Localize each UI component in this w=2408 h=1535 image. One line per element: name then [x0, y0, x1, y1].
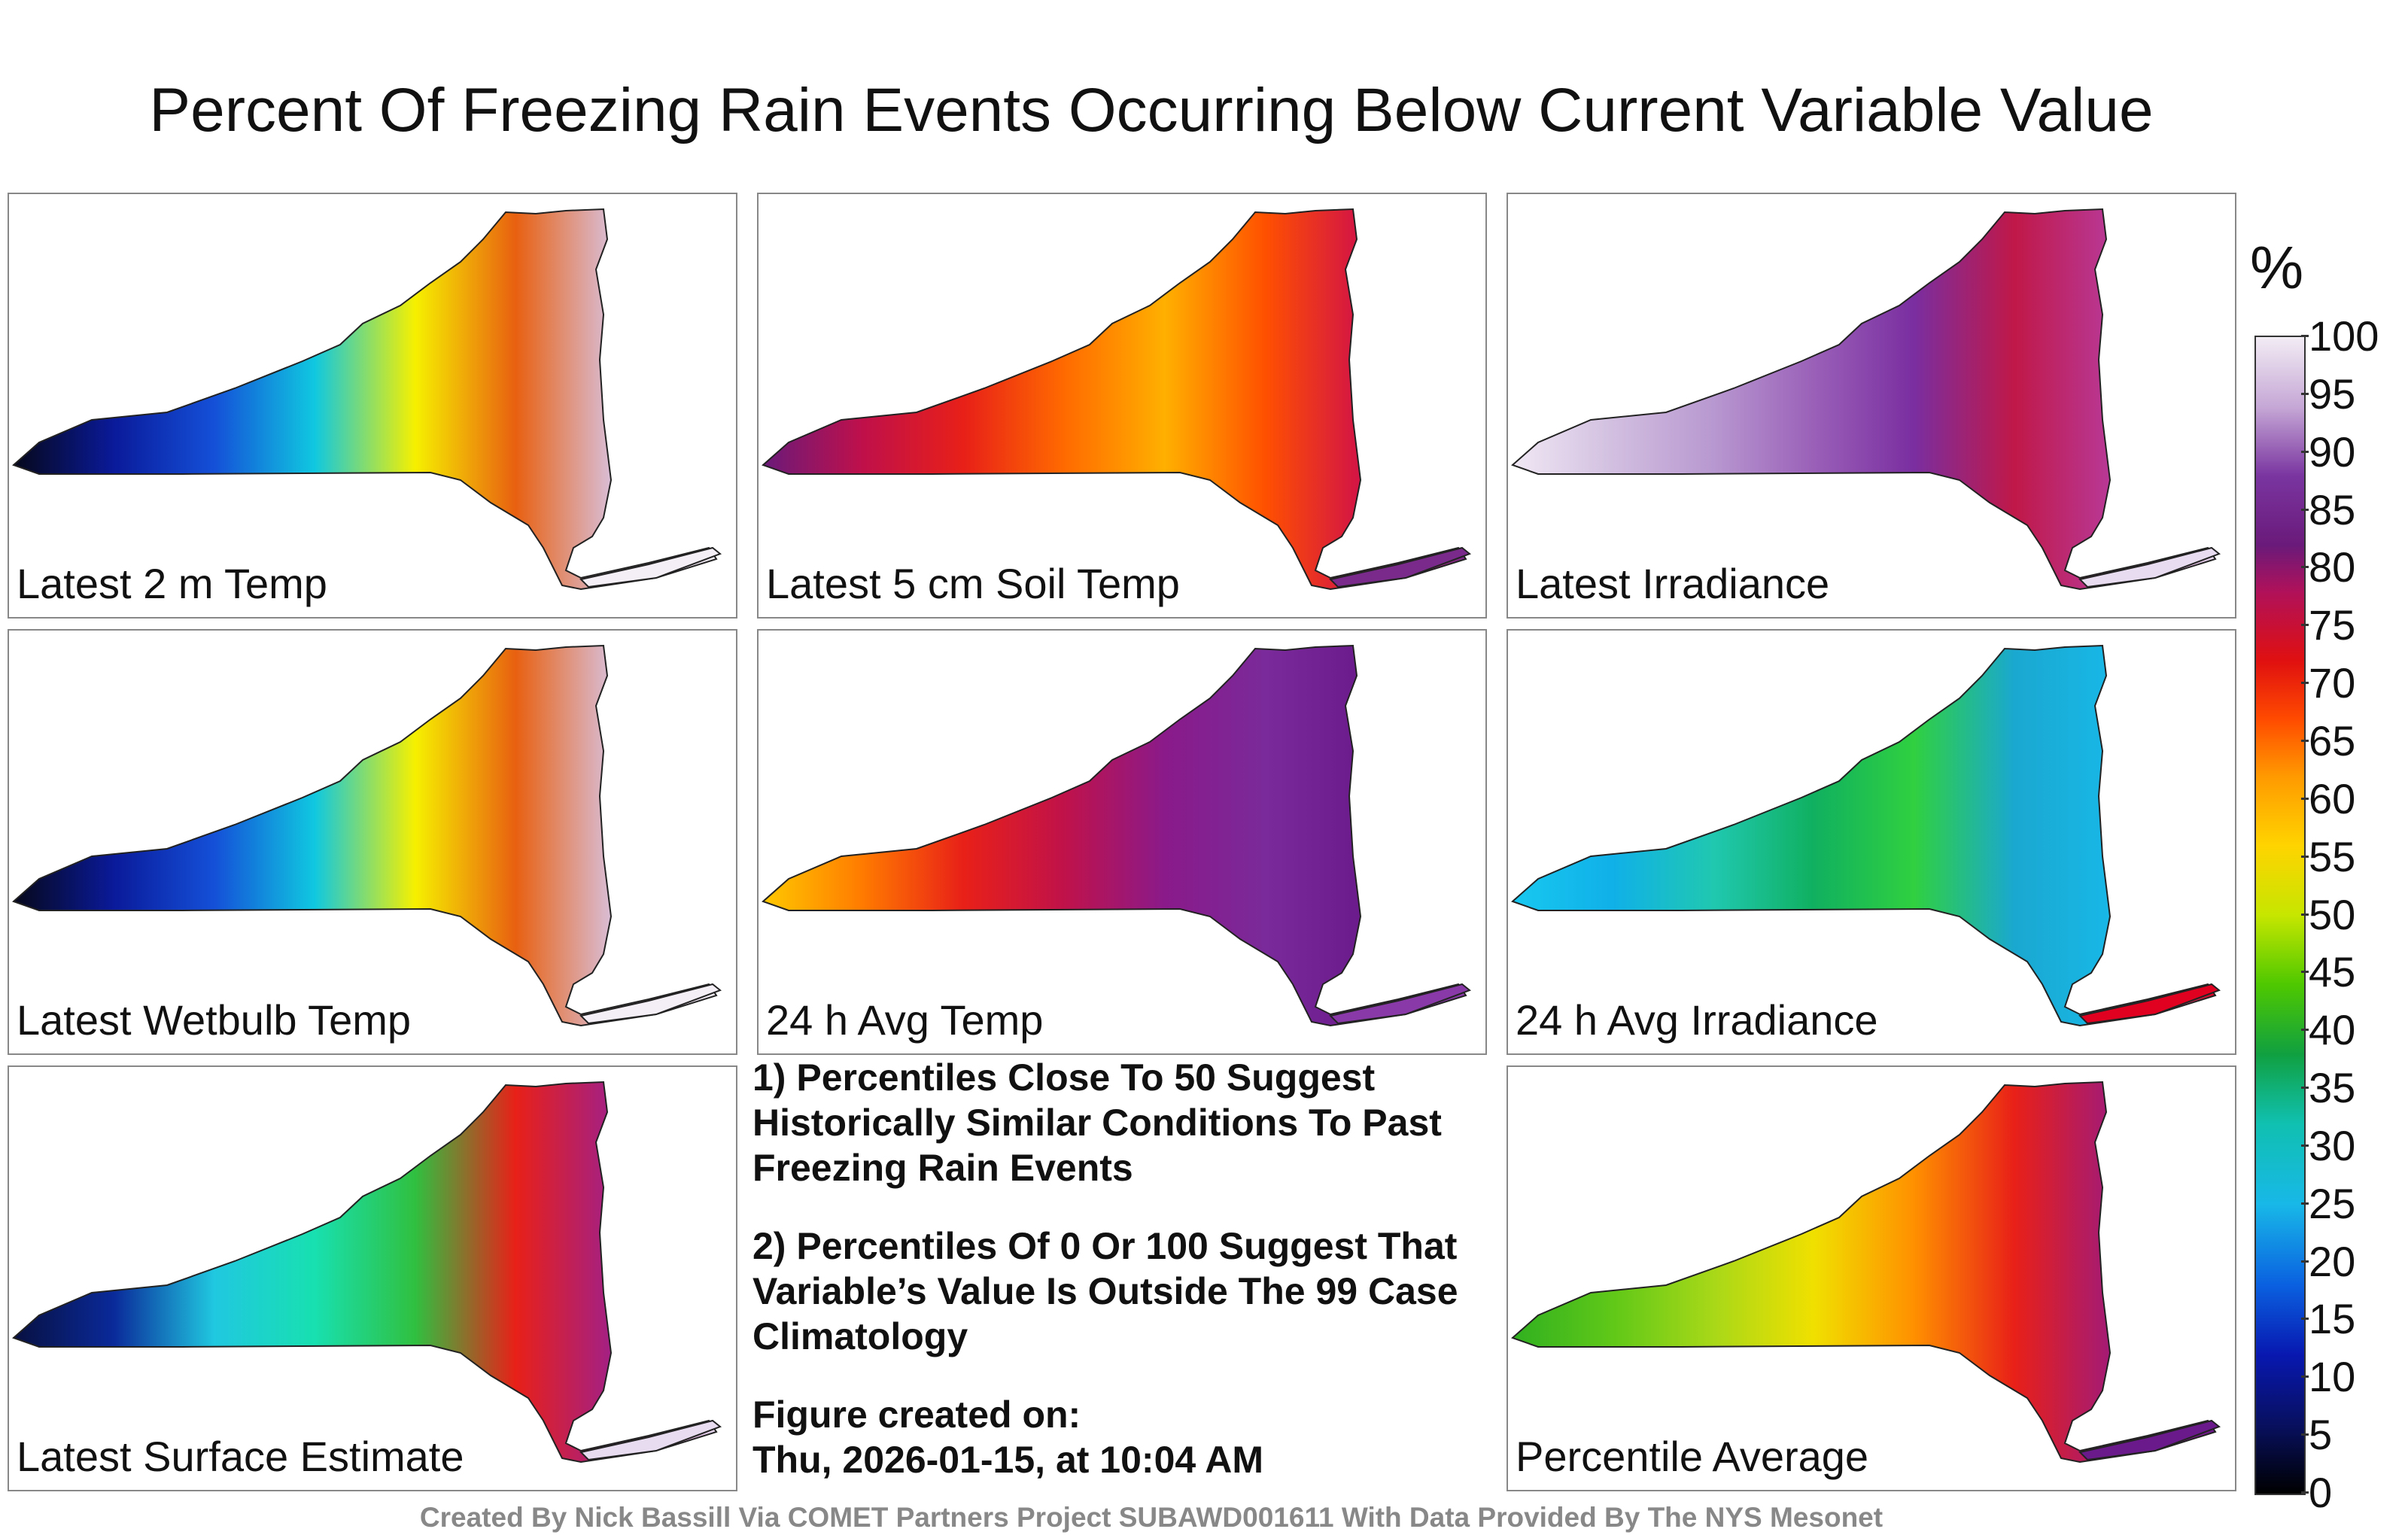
colorbar-tick-mark: [2301, 797, 2309, 800]
map-panel-2m-temp: Latest 2 m Temp: [8, 193, 737, 619]
panel-label: Percentile Average: [1516, 1433, 1869, 1480]
colorbar: [2254, 336, 2306, 1495]
created-label: Figure created on:: [752, 1394, 1081, 1436]
created-value: Thu, 2026-01-15, at 10:04 AM: [752, 1439, 1263, 1481]
colorbar-tick-mark: [2301, 508, 2309, 511]
colorbar-tick-label: 70: [2309, 659, 2356, 707]
colorbar-tick-label: 0: [2309, 1469, 2333, 1516]
map-panel-percentile-average: Percentile Average: [1507, 1065, 2236, 1491]
new-york-state-shape: [1511, 208, 2217, 591]
map-panel-irradiance: Latest Irradiance: [1507, 193, 2236, 619]
colorbar-tick-label: 100: [2309, 312, 2379, 360]
ny-map: [12, 1081, 722, 1464]
new-york-state-shape: [1511, 1081, 2217, 1464]
colorbar-tick-label: 25: [2309, 1179, 2356, 1227]
panel-label: 24 h Avg Irradiance: [1516, 996, 1878, 1044]
map-panel-wetbulb: Latest Wetbulb Temp: [8, 629, 737, 1055]
ny-map: [12, 644, 722, 1027]
notes-block: 1) Percentiles Close To 50 Suggest Histo…: [752, 1055, 1475, 1482]
colorbar-tick-mark: [2301, 682, 2309, 685]
colorbar-tick-mark: [2301, 1318, 2309, 1321]
colorbar-tick-mark: [2301, 739, 2309, 742]
new-york-state-shape: [12, 1081, 718, 1464]
colorbar-tick-label: 55: [2309, 832, 2356, 880]
map-panel-24h-avg-temp: 24 h Avg Temp: [757, 629, 1487, 1055]
note-2: 2) Percentiles Of 0 Or 100 Suggest That …: [752, 1225, 1458, 1357]
colorbar-tick-mark: [2301, 1260, 2309, 1263]
long-island-shape: [2078, 546, 2221, 588]
colorbar-tick-mark: [2301, 566, 2309, 569]
long-island-shape: [579, 546, 722, 588]
colorbar-tick-mark: [2301, 913, 2309, 916]
ny-map: [12, 208, 722, 591]
colorbar-tick-mark: [2301, 1029, 2309, 1032]
map-panel-soil-temp: Latest 5 cm Soil Temp: [757, 193, 1487, 619]
ny-map: [1511, 208, 2221, 591]
colorbar-tick-label: 65: [2309, 716, 2356, 764]
long-island-shape: [2078, 983, 2221, 1025]
colorbar-tick-label: 40: [2309, 1006, 2356, 1054]
new-york-state-shape: [762, 644, 1467, 1027]
colorbar-tick-label: 35: [2309, 1064, 2356, 1112]
long-island-shape: [579, 983, 722, 1025]
colorbar-tick-label: 85: [2309, 485, 2356, 533]
note-1: 1) Percentiles Close To 50 Suggest Histo…: [752, 1056, 1442, 1189]
colorbar-tick-label: 75: [2309, 601, 2356, 649]
colorbar-tick-mark: [2301, 1433, 2309, 1436]
map-panel-surface-estimate: Latest Surface Estimate: [8, 1065, 737, 1491]
panel-label: Latest 2 m Temp: [17, 560, 327, 607]
long-island-shape: [1329, 983, 1471, 1025]
figure-title: Percent Of Freezing Rain Events Occurrin…: [149, 76, 2154, 144]
colorbar-tick-label: 30: [2309, 1121, 2356, 1169]
panel-label: 24 h Avg Temp: [766, 996, 1044, 1044]
panel-label: Latest Wetbulb Temp: [17, 996, 412, 1044]
colorbar-tick-label: 45: [2309, 948, 2356, 996]
colorbar-tick-mark: [2301, 1375, 2309, 1378]
map-panel-24h-avg-irradiance: 24 h Avg Irradiance: [1507, 629, 2236, 1055]
footer-credit: Created By Nick Bassill Via COMET Partne…: [419, 1502, 1884, 1533]
colorbar-tick-mark: [2301, 392, 2309, 395]
colorbar-tick-label: 80: [2309, 543, 2356, 591]
colorbar-tick-label: 95: [2309, 369, 2356, 418]
colorbar-tick-mark: [2301, 1087, 2309, 1090]
colorbar-tick-label: 10: [2309, 1353, 2356, 1401]
ny-map: [1511, 1081, 2221, 1464]
colorbar-tick-label: 5: [2309, 1411, 2333, 1459]
panel-label: Latest Surface Estimate: [17, 1433, 464, 1480]
ny-map: [762, 644, 1471, 1027]
colorbar-tick-label: 60: [2309, 774, 2356, 822]
new-york-state-shape: [1511, 644, 2217, 1027]
long-island-shape: [579, 1419, 722, 1461]
colorbar-tick-mark: [2301, 624, 2309, 627]
colorbar-tick-label: 15: [2309, 1295, 2356, 1343]
colorbar-tick-mark: [2301, 1202, 2309, 1205]
long-island-shape: [1329, 546, 1471, 588]
ny-map: [762, 208, 1471, 591]
long-island-shape: [2078, 1419, 2221, 1461]
new-york-state-shape: [762, 208, 1467, 591]
colorbar-tick-mark: [2301, 855, 2309, 858]
panel-label: Latest 5 cm Soil Temp: [766, 560, 1180, 607]
panel-label: Latest Irradiance: [1516, 560, 1830, 607]
colorbar-tick-mark: [2301, 971, 2309, 974]
new-york-state-shape: [12, 644, 718, 1027]
colorbar-tick-mark: [2301, 335, 2309, 337]
colorbar-tick-mark: [2301, 1491, 2309, 1494]
colorbar-tick-mark: [2301, 1144, 2309, 1147]
ny-map: [1511, 644, 2221, 1027]
colorbar-unit: %: [2250, 234, 2304, 301]
new-york-state-shape: [12, 208, 718, 591]
colorbar-tick-label: 20: [2309, 1237, 2356, 1285]
colorbar-tick-label: 90: [2309, 427, 2356, 476]
colorbar-tick-label: 50: [2309, 890, 2356, 938]
colorbar-tick-mark: [2301, 450, 2309, 453]
